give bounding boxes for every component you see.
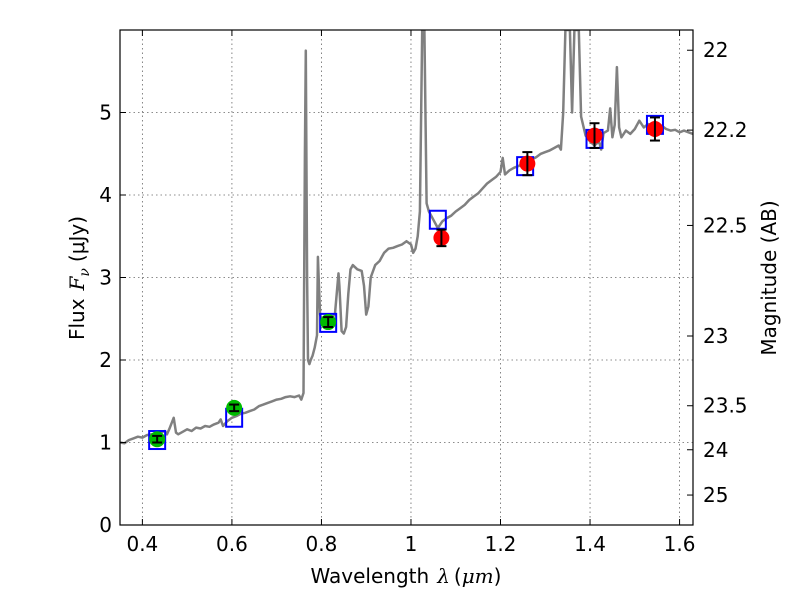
x-tick-label: 1.6 (664, 532, 696, 556)
y2-tick-label: 22.5 (703, 213, 748, 237)
y2-tick-label: 22 (703, 38, 728, 62)
y-tick-label: 0 (99, 513, 112, 537)
x-tick-label: 0.8 (306, 532, 338, 556)
y-axis-label: Flux (65, 298, 89, 340)
x-tick-label: 0.6 (216, 532, 248, 556)
y2-tick-label: 23.5 (703, 394, 748, 418)
x-tick-label: 1.4 (574, 532, 606, 556)
y-tick-label: 3 (99, 266, 112, 290)
y-tick-label: 2 (99, 348, 112, 372)
y-tick-label: 1 (99, 431, 112, 455)
y2-tick-label: 22.2 (703, 118, 748, 142)
x-axis-unit: μm (462, 564, 494, 588)
model-photometry-square (148, 430, 167, 451)
y-tick-label: 4 (99, 183, 112, 207)
y-axis-symbol: F (65, 275, 89, 291)
plot-area (120, 30, 693, 451)
y-tick-label: 5 (99, 101, 112, 125)
x-axis-label: Wavelength (311, 564, 430, 588)
y2-tick-label: 24 (703, 438, 728, 462)
x-tick-label: 0.4 (126, 532, 158, 556)
y2-axis-title: Magnitude (AB) (757, 200, 781, 355)
model-photometry-square (319, 312, 338, 333)
x-tick-label: 1 (405, 532, 418, 556)
x-axis-title: Wavelength λ (μm) (311, 564, 502, 588)
x-tick-label: 1.2 (485, 532, 517, 556)
y2-tick-label: 25 (703, 483, 728, 507)
y2-tick-label: 23 (703, 324, 728, 348)
ticks: 0.4 0.6 0.8 1 1.2 1.4 1.60123452222.222.52323.… (99, 30, 748, 556)
y-axis-subscript: ν (77, 268, 93, 277)
y-axis-title: FluxFν(μJy) (65, 216, 93, 340)
y-axis-unit: μJy (65, 224, 89, 255)
grid (120, 30, 693, 526)
model-sed-line (120, 30, 693, 445)
x-axis-symbol: λ (436, 564, 450, 588)
